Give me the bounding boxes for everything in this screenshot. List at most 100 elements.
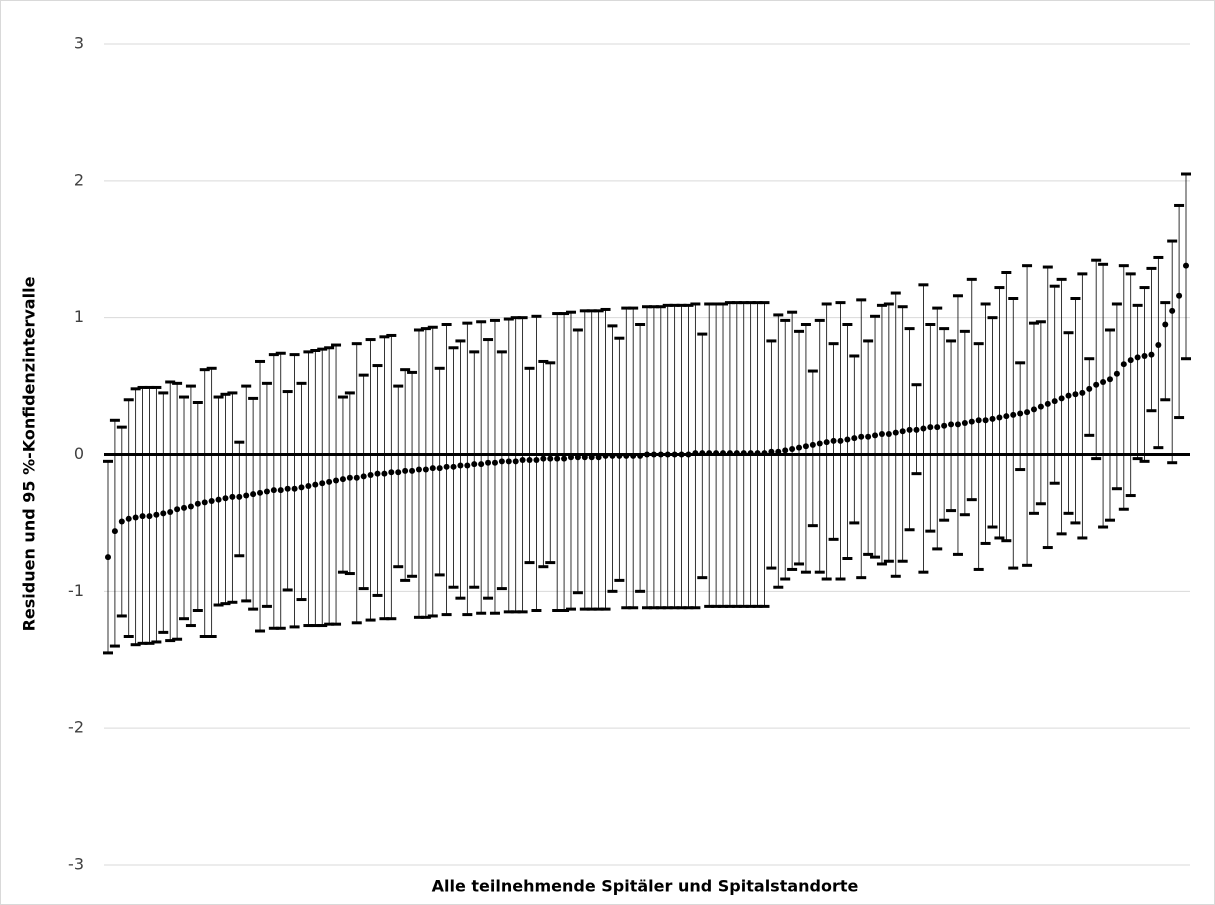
residual-point bbox=[858, 433, 865, 440]
residual-point bbox=[892, 429, 899, 436]
residual-point bbox=[374, 470, 381, 477]
residual-point bbox=[388, 469, 395, 476]
residual-point bbox=[561, 455, 568, 462]
residual-point bbox=[837, 437, 844, 444]
residual-point bbox=[111, 528, 118, 535]
residual-point bbox=[547, 455, 554, 462]
residual-point bbox=[1127, 357, 1134, 364]
y-tick-label: 0 bbox=[74, 444, 84, 463]
residual-point bbox=[277, 487, 284, 494]
residual-point bbox=[167, 508, 174, 515]
residual-point bbox=[1100, 378, 1107, 385]
residual-point bbox=[491, 459, 498, 466]
residual-point bbox=[1134, 354, 1141, 361]
residual-point bbox=[851, 435, 858, 442]
residual-point bbox=[1162, 321, 1169, 328]
residual-point bbox=[878, 430, 885, 437]
residual-point bbox=[1079, 389, 1086, 396]
residual-point bbox=[844, 436, 851, 443]
residual-point bbox=[139, 513, 146, 520]
residual-point bbox=[402, 467, 409, 474]
residual-point bbox=[395, 469, 402, 476]
residual-point bbox=[505, 458, 512, 465]
residual-point bbox=[1030, 406, 1037, 413]
residual-point bbox=[353, 474, 360, 481]
residual-point bbox=[471, 461, 478, 468]
residual-point bbox=[961, 420, 968, 427]
y-tick-label: 1 bbox=[74, 307, 84, 326]
residual-point bbox=[360, 473, 367, 480]
residual-point bbox=[208, 498, 215, 505]
y-tick-label: 2 bbox=[74, 170, 84, 189]
residual-point bbox=[975, 417, 982, 424]
residual-point bbox=[920, 425, 927, 432]
residual-point bbox=[1058, 395, 1065, 402]
residual-point bbox=[885, 430, 892, 437]
residual-point bbox=[872, 432, 879, 439]
residual-point bbox=[118, 518, 125, 525]
residual-point bbox=[554, 455, 561, 462]
residual-point bbox=[305, 482, 312, 489]
residual-point bbox=[1044, 400, 1051, 407]
residual-point bbox=[105, 554, 111, 561]
residual-point bbox=[443, 463, 450, 470]
y-tick-label: -2 bbox=[68, 718, 84, 737]
residual-point bbox=[291, 485, 298, 492]
residual-point bbox=[236, 493, 243, 500]
residual-point bbox=[160, 510, 167, 517]
residual-point bbox=[1072, 391, 1079, 398]
residual-point bbox=[263, 488, 270, 495]
residual-point bbox=[1017, 410, 1024, 417]
residual-point bbox=[1120, 361, 1127, 368]
residual-point bbox=[485, 459, 492, 466]
residual-point bbox=[415, 466, 422, 473]
residual-point bbox=[346, 474, 353, 481]
residual-point bbox=[1141, 352, 1148, 359]
y-axis-title: Residuen und 95 %-Konfidenzintervalle bbox=[20, 276, 39, 631]
residual-point bbox=[298, 484, 305, 491]
residual-point bbox=[181, 504, 188, 511]
residual-point bbox=[796, 444, 803, 451]
residual-point bbox=[927, 424, 934, 431]
residual-point bbox=[519, 456, 526, 463]
residual-point bbox=[1065, 392, 1072, 399]
residual-point bbox=[1106, 376, 1113, 383]
residual-point bbox=[934, 424, 941, 431]
residual-point bbox=[187, 503, 194, 510]
residual-point bbox=[243, 492, 250, 499]
residual-point bbox=[1086, 385, 1093, 392]
residual-point bbox=[1010, 411, 1017, 418]
residual-point bbox=[153, 511, 160, 518]
residual-point bbox=[174, 506, 181, 513]
y-tick-label: -3 bbox=[68, 855, 84, 874]
residual-point bbox=[789, 446, 796, 453]
residual-point bbox=[229, 493, 236, 500]
residual-point bbox=[948, 421, 955, 428]
residual-point bbox=[540, 455, 547, 462]
residual-point bbox=[215, 496, 222, 503]
residual-point bbox=[409, 467, 416, 474]
residual-point bbox=[865, 433, 872, 440]
residual-point bbox=[333, 477, 340, 484]
residual-point bbox=[250, 491, 257, 498]
residual-point bbox=[1113, 370, 1120, 377]
residual-point bbox=[906, 426, 913, 433]
residual-point bbox=[422, 466, 429, 473]
residual-point bbox=[222, 495, 229, 502]
residual-point bbox=[982, 417, 989, 424]
residual-point bbox=[533, 456, 540, 463]
residual-point bbox=[367, 472, 374, 479]
residual-point bbox=[146, 513, 153, 520]
residual-point bbox=[1155, 342, 1162, 349]
residual-point bbox=[498, 458, 505, 465]
residual-point bbox=[194, 500, 201, 507]
residual-point bbox=[257, 489, 264, 496]
residual-point bbox=[284, 485, 291, 492]
residual-point bbox=[270, 487, 277, 494]
residual-point bbox=[1024, 409, 1031, 416]
residual-point bbox=[941, 422, 948, 429]
residual-point bbox=[830, 437, 837, 444]
residual-point bbox=[381, 470, 388, 477]
